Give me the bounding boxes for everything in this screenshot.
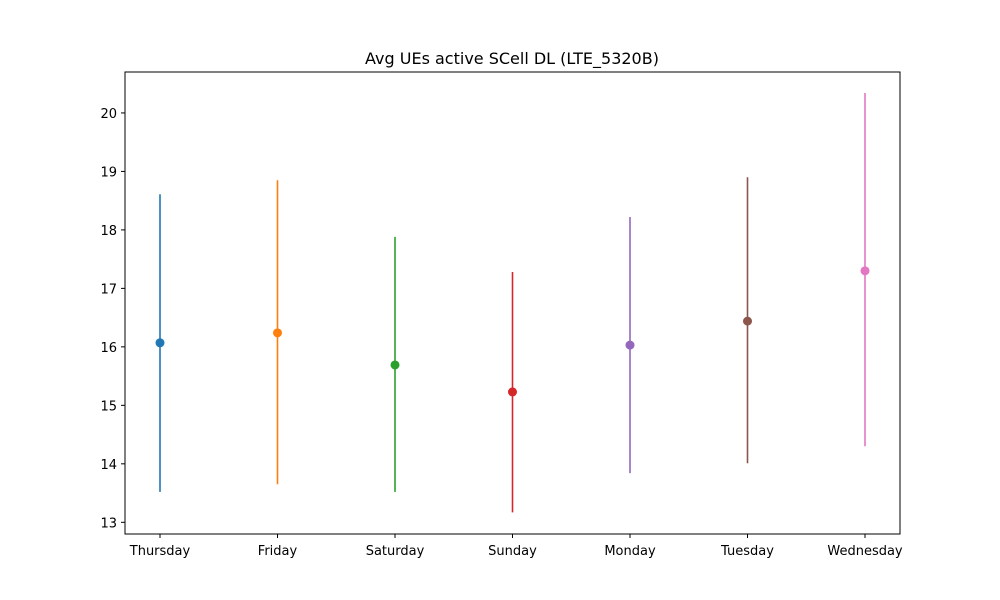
x-tick-label: Sunday [488, 544, 537, 559]
x-tick-label: Tuesday [720, 544, 774, 559]
y-tick-label: 14 [100, 458, 117, 473]
y-tick-label: 19 [100, 165, 117, 180]
chart-title: Avg UEs active SCell DL (LTE_5320B) [365, 49, 659, 69]
x-tick-label: Thursday [129, 544, 191, 559]
y-tick-label: 13 [100, 516, 117, 531]
mean-point-wednesday [860, 266, 870, 276]
axes: 13 14 15 16 17 18 19 20 Thursday Friday Saturday Su… [100, 107, 902, 559]
y-tick-label: 18 [100, 224, 117, 239]
x-tick-label: Wednesday [827, 544, 903, 559]
plot-marks [155, 93, 870, 513]
mean-point-tuesday [743, 316, 752, 326]
mean-point-saturday [390, 360, 400, 370]
x-tick-label: Monday [604, 544, 656, 559]
y-tick-label: 17 [100, 282, 117, 297]
x-tick-label: Friday [258, 544, 298, 559]
mean-point-sunday [508, 387, 517, 397]
mean-point-monday [625, 340, 635, 350]
mean-point-thursday [155, 338, 165, 348]
y-tick-label: 16 [100, 341, 117, 356]
y-tick-label: 20 [100, 107, 117, 122]
mean-point-friday [273, 328, 282, 338]
y-tick-label: 15 [100, 399, 117, 414]
x-tick-label: Saturday [366, 544, 425, 559]
